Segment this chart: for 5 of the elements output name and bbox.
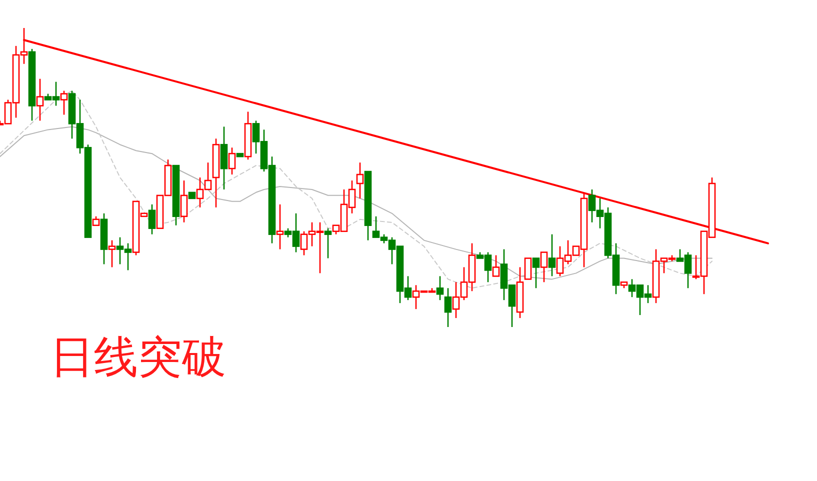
candlestick (36, 78, 44, 122)
text: 日线突破 (50, 332, 226, 383)
candlestick (220, 126, 228, 190)
candlestick (276, 204, 284, 250)
candlestick (356, 162, 364, 200)
